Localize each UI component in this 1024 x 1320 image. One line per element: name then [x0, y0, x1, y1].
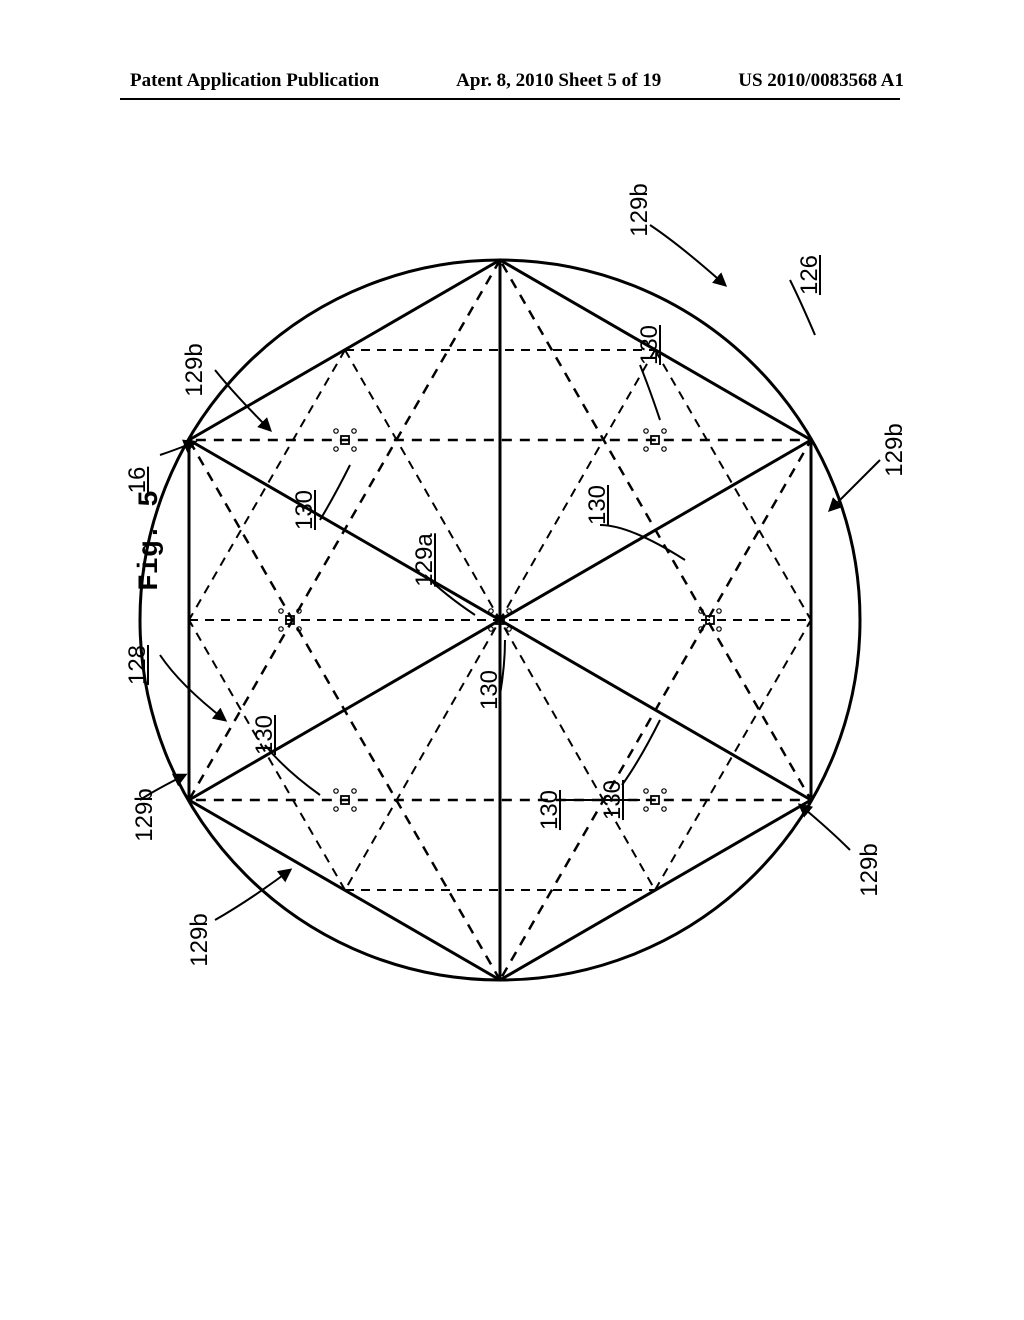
ref-label: 130 — [251, 715, 279, 755]
ref-label: 128 — [124, 645, 152, 685]
ref-label: 130 — [599, 780, 627, 820]
leader-line — [320, 465, 350, 520]
ref-label: 129b — [626, 183, 654, 236]
ref-label: 129a — [411, 533, 439, 586]
leader-line — [640, 365, 660, 420]
ref-label: 129b — [181, 343, 209, 396]
ref-label: 129b — [131, 788, 159, 841]
figure-label: Fig. 5 — [135, 490, 166, 591]
leader-line — [215, 870, 290, 920]
ref-label: 129b — [186, 913, 214, 966]
ref-label: 16 — [124, 467, 152, 494]
ref-label: 130 — [636, 325, 664, 365]
ref-label: 129b — [881, 423, 909, 476]
leader-line — [830, 460, 880, 510]
ref-label: 130 — [584, 485, 612, 525]
ref-label: 130 — [476, 670, 504, 710]
ref-label: 129b — [856, 843, 884, 896]
ref-label: 130 — [536, 790, 564, 830]
figure-diagram — [0, 0, 1024, 1320]
leader-line — [650, 225, 725, 285]
leader-line — [622, 720, 660, 785]
ref-label: 130 — [291, 490, 319, 530]
ref-label: 126 — [796, 255, 824, 295]
leader-line — [800, 805, 850, 850]
